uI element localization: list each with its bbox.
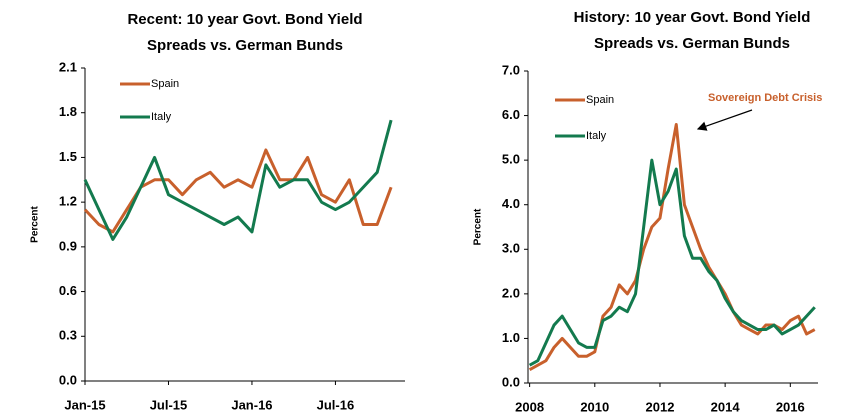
series-line bbox=[528, 122, 816, 371]
y-axis-label: Percent bbox=[30, 205, 41, 242]
x-tick-label: Jan-16 bbox=[231, 397, 272, 412]
y-tick-label: 2.0 bbox=[502, 285, 520, 300]
y-tick-label: 3.0 bbox=[502, 241, 520, 256]
y-tick-label: 0.0 bbox=[59, 372, 77, 387]
annotation-arrow bbox=[696, 109, 753, 131]
series-line bbox=[528, 158, 816, 367]
chart-title: Spreads vs. German Bunds bbox=[147, 37, 343, 54]
chart-title: History: 10 year Govt. Bond Yield bbox=[574, 9, 811, 26]
y-tick-label: 2.1 bbox=[59, 59, 77, 74]
y-tick-label: 0.9 bbox=[59, 238, 77, 253]
x-tick-label: Jul-15 bbox=[150, 397, 188, 412]
x-tick-label: Jan-15 bbox=[64, 397, 105, 412]
y-tick-label: 0.0 bbox=[502, 374, 520, 389]
y-tick-label: 7.0 bbox=[502, 62, 520, 77]
y-tick-label: 4.0 bbox=[502, 196, 520, 211]
legend-label: Italy bbox=[586, 130, 607, 142]
y-tick-label: 0.3 bbox=[59, 328, 77, 343]
y-tick-label: 1.2 bbox=[59, 194, 77, 209]
series-line bbox=[83, 148, 393, 234]
series-line bbox=[83, 119, 393, 241]
chart-title: Spreads vs. German Bunds bbox=[594, 35, 790, 52]
legend-label: Italy bbox=[151, 111, 172, 123]
y-tick-label: 1.8 bbox=[59, 104, 77, 119]
annotation: Sovereign Debt Crisis bbox=[708, 92, 822, 104]
y-axis-label: Percent bbox=[473, 208, 484, 245]
y-tick-label: 0.6 bbox=[59, 283, 77, 298]
x-tick-label: 2016 bbox=[776, 399, 805, 414]
x-tick-label: 2008 bbox=[515, 399, 544, 414]
legend-label: Spain bbox=[586, 94, 614, 106]
x-tick-label: 2010 bbox=[580, 399, 609, 414]
x-tick-label: 2014 bbox=[711, 399, 741, 414]
chart-title: Recent: 10 year Govt. Bond Yield bbox=[127, 11, 362, 28]
x-tick-label: Jul-16 bbox=[317, 397, 355, 412]
x-tick-label: 2012 bbox=[646, 399, 675, 414]
y-tick-label: 1.5 bbox=[59, 149, 77, 164]
y-tick-label: 5.0 bbox=[502, 152, 520, 167]
y-tick-label: 6.0 bbox=[502, 107, 520, 122]
legend-label: Spain bbox=[151, 78, 179, 90]
y-tick-label: 1.0 bbox=[502, 330, 520, 345]
